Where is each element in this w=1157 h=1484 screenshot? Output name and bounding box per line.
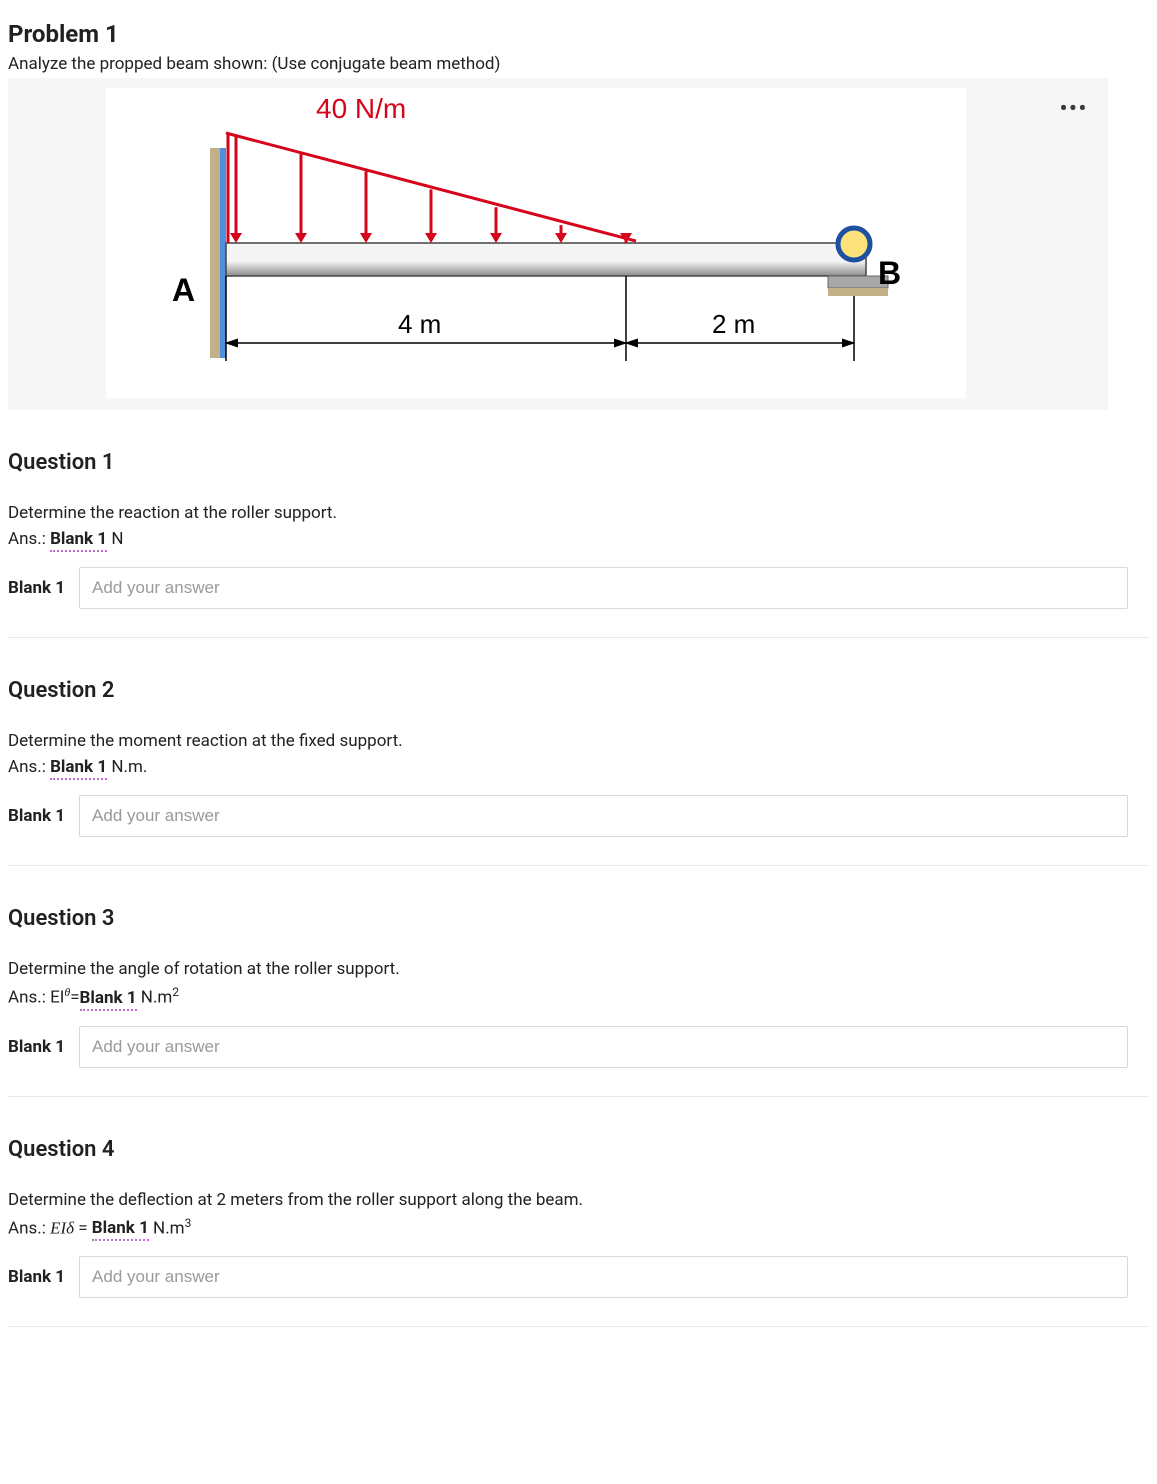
answer-input[interactable]	[79, 1026, 1128, 1068]
question-prompt: Determine the angle of rotation at the r…	[8, 959, 1149, 979]
question-title: Question 3	[8, 906, 1149, 931]
question-title: Question 1	[8, 450, 1149, 475]
question-block: Question 1 Determine the reaction at the …	[8, 450, 1149, 638]
svg-text:A: A	[172, 272, 195, 308]
answer-input[interactable]	[79, 795, 1128, 837]
blank-placeholder: Blank 1	[50, 757, 107, 780]
blank-placeholder: Blank 1	[50, 529, 107, 552]
answer-input[interactable]	[79, 567, 1128, 609]
question-prompt: Determine the deflection at 2 meters fro…	[8, 1190, 1149, 1210]
svg-text:4 m: 4 m	[398, 309, 441, 339]
svg-text:40 N/m: 40 N/m	[316, 93, 406, 124]
answer-input[interactable]	[79, 1256, 1128, 1298]
question-answer-line: Ans.: Blank 1 N.m.	[8, 757, 1149, 777]
beam-figure: 40 N/m A B 4 m 2 m	[106, 88, 966, 398]
answer-row: Blank 1	[8, 567, 1128, 609]
question-prompt: Determine the reaction at the roller sup…	[8, 503, 1149, 523]
beam-diagram-svg: 40 N/m A B 4 m 2 m	[106, 88, 966, 398]
question-prompt: Determine the moment reaction at the fix…	[8, 731, 1149, 751]
answer-row: Blank 1	[8, 795, 1128, 837]
question-block: Question 4 Determine the deflection at 2 …	[8, 1137, 1149, 1328]
more-options-icon[interactable]: •••	[1060, 96, 1088, 120]
question-answer-line: Ans.: Blank 1 N	[8, 529, 1149, 549]
answer-input-label: Blank 1	[8, 578, 65, 598]
answer-input-label: Blank 1	[8, 1267, 65, 1287]
figure-container: ••• 40 N/m A B 4 m 2 m	[8, 78, 1108, 410]
answer-input-label: Blank 1	[8, 806, 65, 826]
svg-text:B: B	[878, 255, 901, 291]
svg-text:2 m: 2 m	[712, 309, 755, 339]
problem-instruction: Analyze the propped beam shown: (Use con…	[8, 54, 1149, 74]
answer-input-label: Blank 1	[8, 1037, 65, 1057]
blank-placeholder: Blank 1	[80, 988, 137, 1011]
question-title: Question 4	[8, 1137, 1149, 1162]
question-answer-line: Ans.: EIδ = Blank 1 N.m3	[8, 1216, 1149, 1239]
blank-placeholder: Blank 1	[92, 1218, 149, 1241]
question-answer-line: Ans.: EIθ=Blank 1 N.m2	[8, 985, 1149, 1008]
question-block: Question 3 Determine the angle of rotatio…	[8, 906, 1149, 1097]
problem-title: Problem 1	[8, 20, 1149, 48]
answer-row: Blank 1	[8, 1256, 1128, 1298]
answer-row: Blank 1	[8, 1026, 1128, 1068]
question-block: Question 2 Determine the moment reaction …	[8, 678, 1149, 866]
question-title: Question 2	[8, 678, 1149, 703]
